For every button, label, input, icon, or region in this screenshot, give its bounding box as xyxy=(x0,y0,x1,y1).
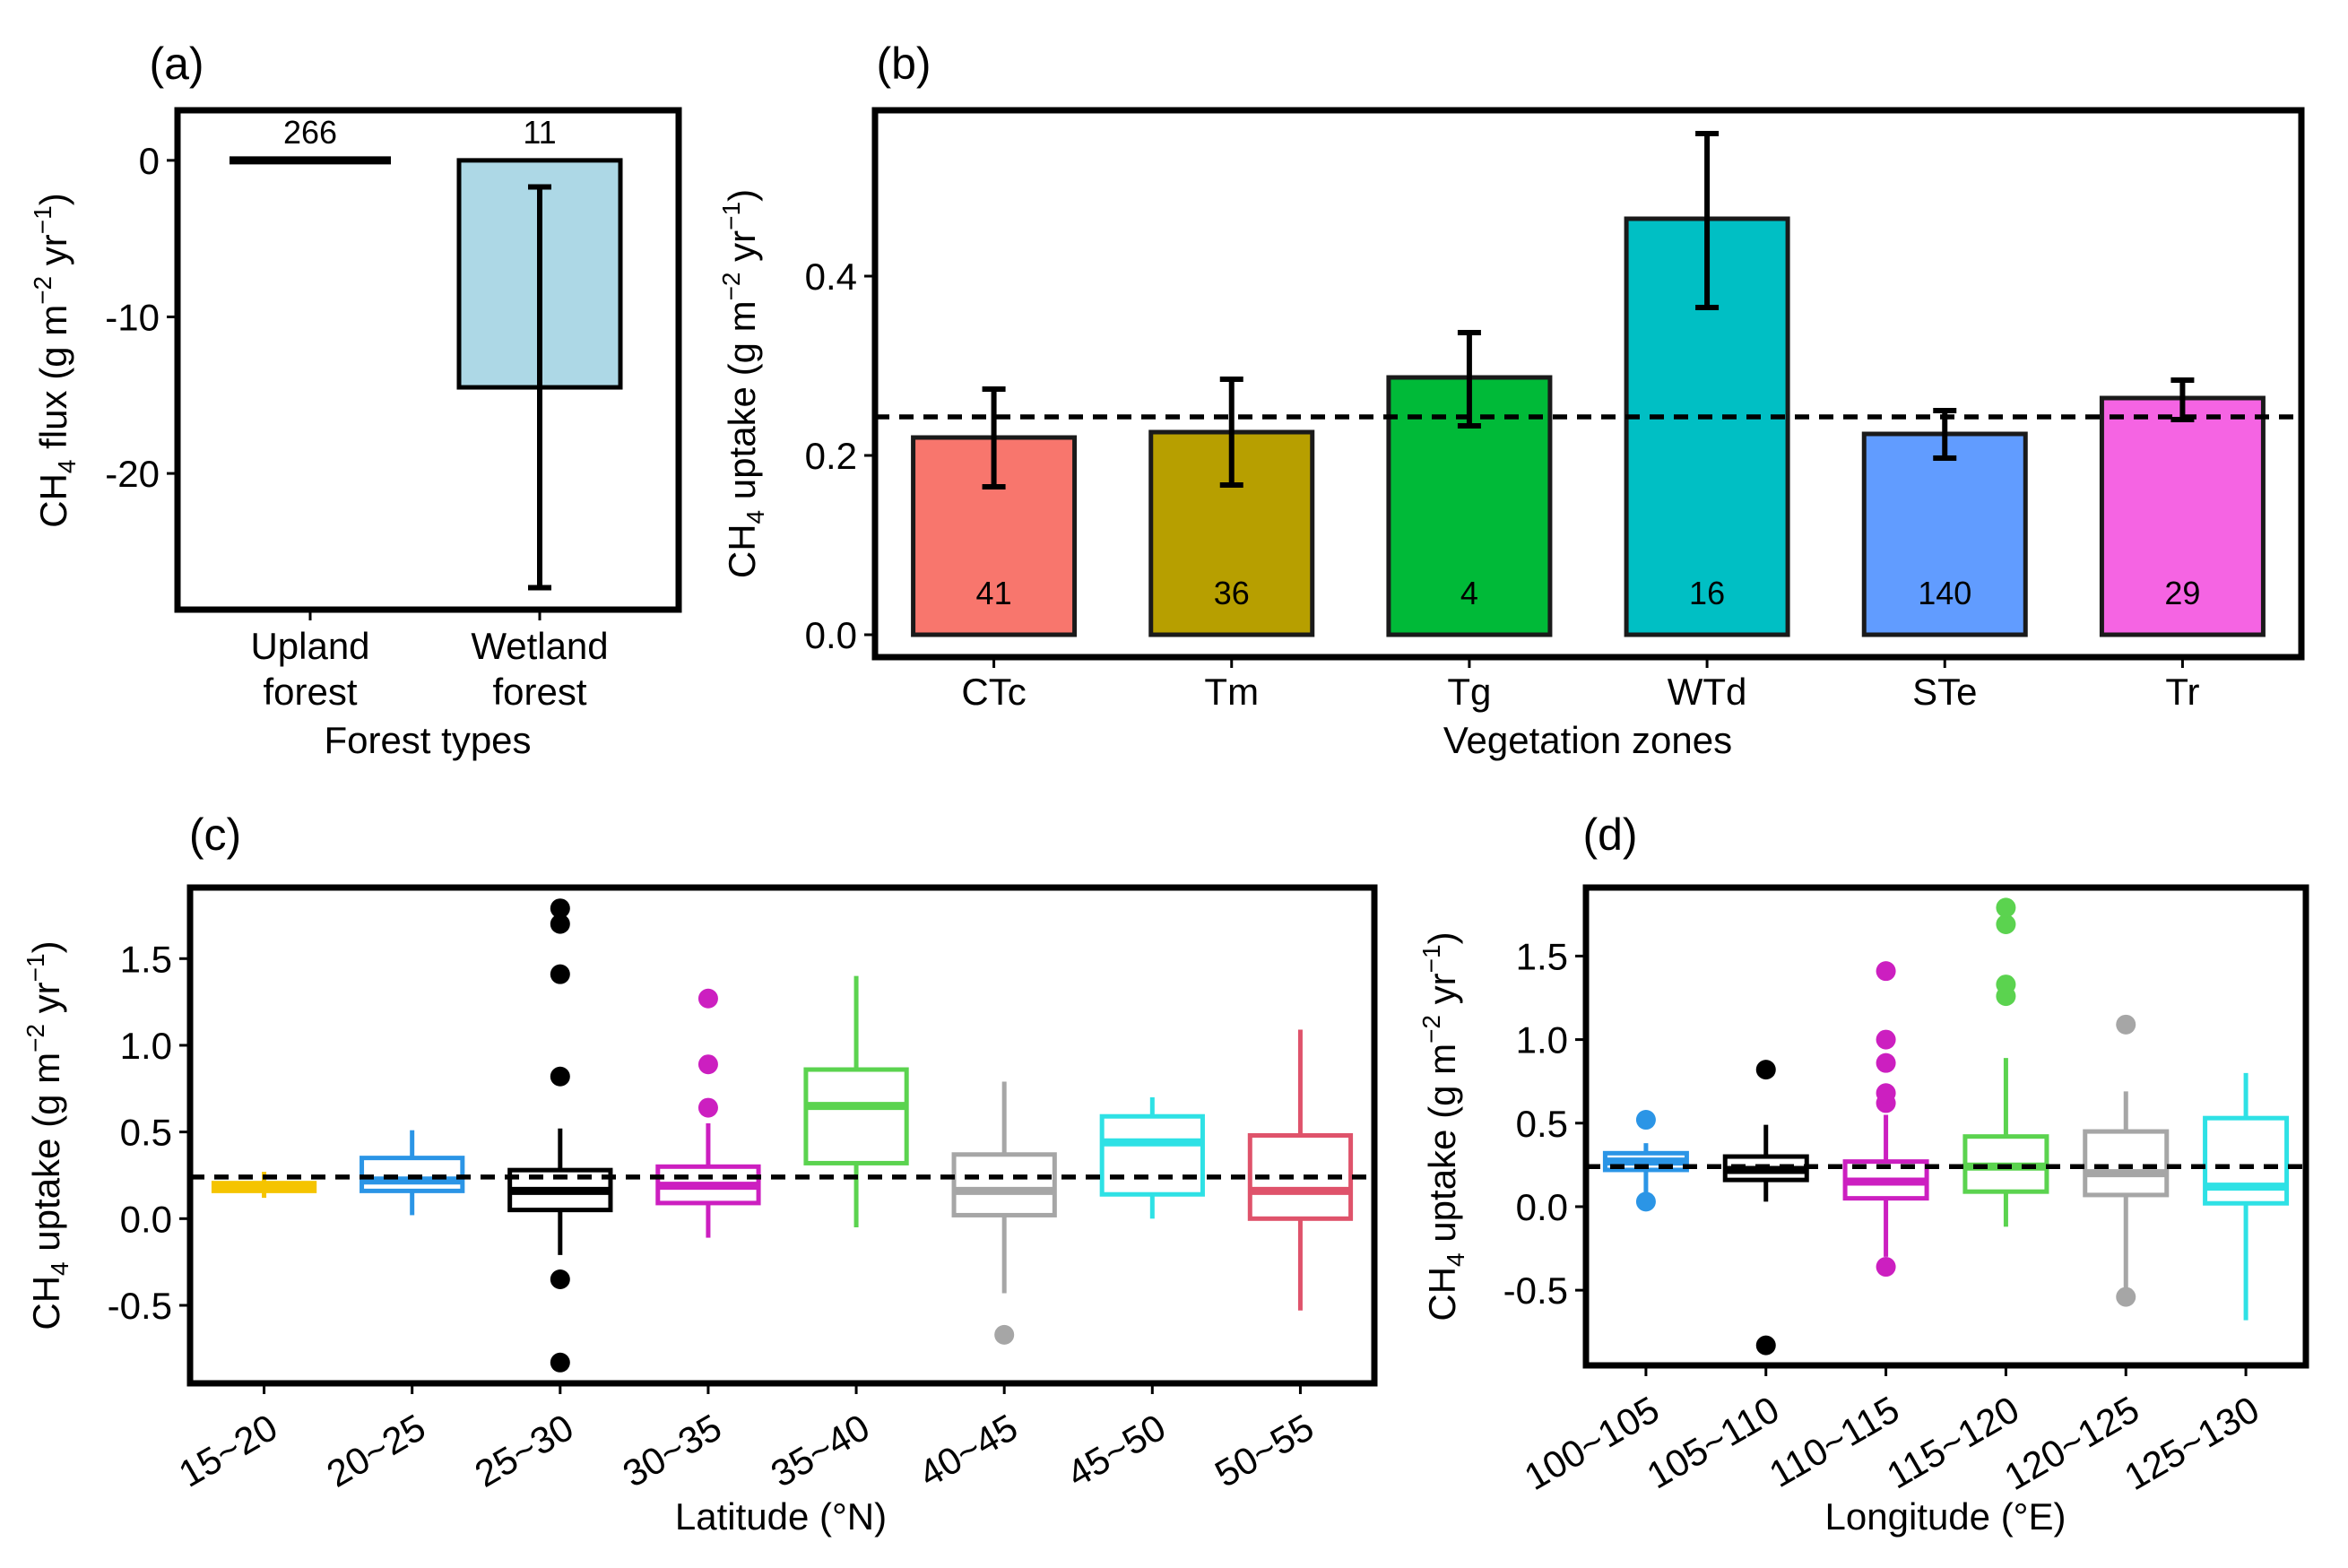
box xyxy=(1099,1113,1205,1197)
y-axis-title: CH4 uptake (g m−2 yr−1) xyxy=(1417,931,1469,1321)
x-axis-title: Latitude (°N) xyxy=(675,1495,887,1538)
panel-letter: (c) xyxy=(189,810,241,860)
outlier-point xyxy=(550,1269,570,1289)
x-axis-title: Vegetation zones xyxy=(1443,719,1732,761)
sample-count-label: 140 xyxy=(1918,575,1971,611)
box xyxy=(803,1067,909,1165)
bar xyxy=(1861,431,2028,637)
y-axis-title: CH4 uptake (g m−2 yr−1) xyxy=(22,940,74,1330)
x-axis-title: Longitude (°E) xyxy=(1825,1495,2066,1538)
outlier-point xyxy=(550,1066,570,1087)
plot-frame xyxy=(871,107,2305,661)
y-tick-label: 1.0 xyxy=(1516,1019,1568,1061)
outlier-point xyxy=(697,988,718,1009)
x-tick-label: forest xyxy=(263,671,357,713)
x-tick-label: 20~25 xyxy=(320,1406,433,1495)
y-tick-label: -0.5 xyxy=(1503,1269,1568,1312)
plot-frame xyxy=(174,107,682,613)
sample-count-label: 11 xyxy=(523,114,556,151)
y-tick-label: 1.5 xyxy=(1516,935,1568,977)
y-tick-label: 1.0 xyxy=(120,1025,172,1067)
outlier-point xyxy=(1635,1110,1656,1131)
y-tick-label: 0.4 xyxy=(805,256,857,298)
plot-frame xyxy=(1582,884,2309,1369)
box xyxy=(2083,1129,2170,1198)
outlier-point xyxy=(1635,1191,1656,1212)
sample-count-label: 16 xyxy=(1689,575,1725,611)
x-tick-label: 125~130 xyxy=(2117,1388,2266,1498)
x-tick-label: 25~30 xyxy=(468,1406,581,1495)
x-tick-label: 45~50 xyxy=(1060,1406,1173,1495)
outlier-point xyxy=(697,1054,718,1075)
outlier-point xyxy=(550,1352,570,1373)
y-tick-label: 0.2 xyxy=(805,435,857,477)
x-tick-label: Tg xyxy=(1447,671,1491,713)
outlier-point xyxy=(1876,1053,1896,1073)
y-tick-label: 0.0 xyxy=(120,1198,172,1240)
x-tick-label: 30~35 xyxy=(616,1406,729,1495)
x-tick-label: Upland xyxy=(250,625,369,667)
sample-count-label: 4 xyxy=(1460,575,1478,611)
sample-count-label: 41 xyxy=(976,575,1012,611)
y-tick-label: 0.0 xyxy=(1516,1186,1568,1228)
sample-count-label: 29 xyxy=(2164,575,2200,611)
outlier-point xyxy=(550,914,570,934)
outlier-point xyxy=(1876,961,1896,982)
y-tick-label: 0.5 xyxy=(120,1112,172,1154)
box xyxy=(951,1152,1057,1217)
x-tick-label: 105~110 xyxy=(1640,1388,1786,1496)
panel-letter: (d) xyxy=(1582,810,1637,860)
x-tick-label: 115~120 xyxy=(1879,1388,2025,1496)
x-tick-label: forest xyxy=(492,671,586,713)
outlier-point xyxy=(994,1324,1015,1345)
x-tick-label: Tr xyxy=(2165,671,2199,713)
x-tick-label: 35~40 xyxy=(764,1406,877,1495)
x-tick-label: 15~20 xyxy=(171,1406,284,1495)
plot-frame xyxy=(186,884,1378,1387)
x-tick-label: STe xyxy=(1912,671,1977,713)
outlier-point xyxy=(1876,1083,1896,1104)
outlier-point xyxy=(550,964,570,984)
panel-d-longitude: (d) 100~105105~110110~115115~120120~12512… xyxy=(1417,810,2309,1538)
outlier-point xyxy=(697,1097,718,1118)
outlier-point xyxy=(1876,1029,1896,1050)
outlier-point xyxy=(1755,1060,1776,1080)
x-tick-label: Wetland xyxy=(471,625,608,667)
outlier-point xyxy=(1996,897,2016,918)
y-tick-label: -0.5 xyxy=(108,1285,172,1327)
x-axis-title: Forest types xyxy=(324,719,531,761)
x-tick-label: Tm xyxy=(1204,671,1259,713)
outlier-point xyxy=(2116,1286,2136,1307)
outlier-point xyxy=(1755,1335,1776,1356)
y-tick-label: -20 xyxy=(105,453,160,495)
y-tick-label: 0.5 xyxy=(1516,1103,1568,1145)
y-tick-label: -10 xyxy=(105,296,160,338)
box xyxy=(360,1156,465,1193)
outlier-point xyxy=(1876,1257,1896,1278)
x-tick-label: CTc xyxy=(961,671,1026,713)
outlier-point xyxy=(1996,975,2016,995)
sample-count-label: 266 xyxy=(283,114,337,151)
y-tick-label: 0 xyxy=(139,140,160,182)
outlier-point xyxy=(1996,914,2016,934)
panel-a-forest-types: (a)266Uplandforest11Wetlandforest0-10-20… xyxy=(29,39,682,761)
x-tick-label: 120~125 xyxy=(1997,1388,2146,1498)
y-axis-title: CH4 flux (g m−2 yr−1) xyxy=(29,193,81,527)
panel-letter: (a) xyxy=(149,39,204,89)
y-axis-title: CH4 uptake (g m−2 yr−1) xyxy=(717,189,769,578)
panel-letter: (b) xyxy=(876,39,931,89)
x-tick-label: 40~45 xyxy=(912,1406,1025,1495)
outlier-point xyxy=(550,898,570,919)
y-tick-label: 1.5 xyxy=(120,938,172,980)
panel-c-latitude: (c) 15~20 20~25 25~30 30~35 35~40 40~45 45~50 50… xyxy=(22,810,1378,1538)
y-tick-label: 0.0 xyxy=(805,614,857,656)
sample-count-label: 36 xyxy=(1214,575,1250,611)
panel-b-vegetation-zones: (b) 41 CTc 36 Tm 4 Tg 16 WTd 140 STe 29 Tr 0.0 0.2 0.4 V… xyxy=(717,39,2305,761)
x-tick-label: 50~55 xyxy=(1208,1406,1321,1495)
x-tick-label: 110~115 xyxy=(1762,1388,1906,1495)
x-tick-label: WTd xyxy=(1668,671,1747,713)
x-tick-label: 100~105 xyxy=(1517,1388,1666,1498)
outlier-point xyxy=(2116,1014,2136,1035)
